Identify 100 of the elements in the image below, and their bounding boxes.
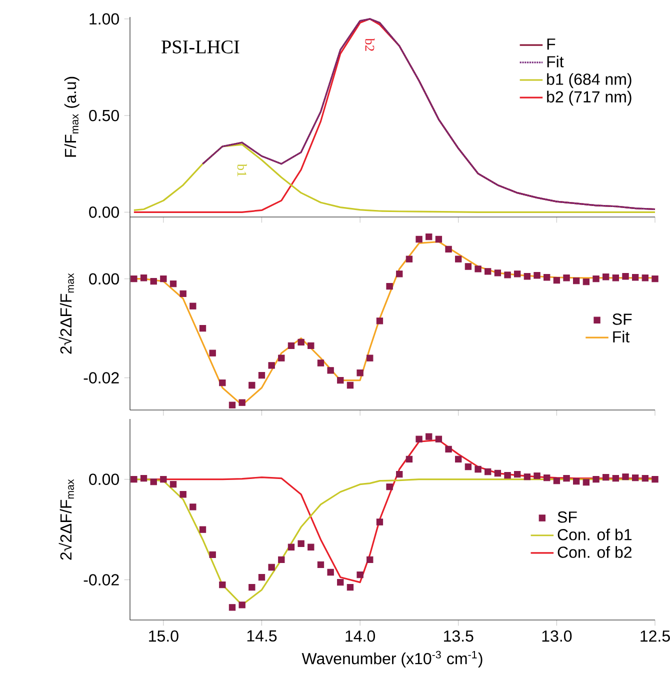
point: [416, 436, 422, 442]
point: [445, 446, 452, 452]
point: [426, 233, 432, 240]
point: [514, 270, 521, 278]
point: [190, 504, 196, 510]
point: [464, 263, 472, 270]
point: [140, 274, 148, 282]
y-tick-label: 1.00: [90, 13, 119, 25]
point: [632, 274, 639, 281]
point: [455, 256, 462, 262]
legend-label: F: [547, 38, 556, 50]
point: [160, 276, 167, 282]
point: [219, 581, 226, 588]
point: [622, 473, 629, 480]
point: [563, 474, 570, 482]
point: [346, 584, 354, 591]
point: [544, 274, 550, 281]
point: [553, 277, 560, 284]
point: [464, 463, 472, 470]
x-tick-label: 13.5: [444, 630, 474, 642]
point: [228, 604, 236, 611]
point: [308, 544, 314, 550]
point: [484, 468, 492, 476]
point: [180, 491, 186, 498]
point: [386, 484, 393, 490]
point: [632, 474, 639, 482]
annotation: b1: [237, 164, 247, 176]
point: [337, 578, 344, 586]
legend-label: SF: [558, 511, 577, 523]
legend-label: SF: [612, 314, 632, 325]
point: [524, 473, 531, 480]
y-tick-label: 0.00: [89, 273, 119, 285]
point: [288, 544, 295, 550]
point: [356, 370, 364, 376]
annotation: PSI-LHCI: [162, 40, 240, 54]
point: [602, 474, 610, 481]
point: [140, 474, 148, 482]
point: [337, 376, 344, 384]
point: [544, 474, 550, 482]
y-axis-title: 2√2ΔF/F$_{max}$: [58, 273, 74, 354]
x-tick-label: 14.0: [346, 630, 376, 642]
point: [238, 399, 246, 406]
point: [642, 274, 649, 282]
y-tick-label: 0.50: [89, 110, 119, 122]
point: [258, 372, 266, 379]
point: [612, 274, 620, 282]
y-tick-label: -0.02: [84, 372, 119, 384]
point: [376, 318, 384, 324]
point: [504, 472, 511, 479]
point: [534, 472, 540, 480]
point: [445, 246, 452, 252]
point: [130, 276, 138, 282]
point: [258, 574, 266, 581]
point: [582, 278, 590, 286]
point: [219, 379, 226, 386]
x-axis-title: Wavenumber (x10$^{-3}$ cm$^{-1}$): [302, 650, 482, 668]
point: [199, 325, 206, 332]
point: [327, 568, 334, 576]
legend-label: Con. of b2: [558, 546, 632, 558]
point: [504, 272, 511, 278]
point: [268, 362, 275, 369]
point: [612, 474, 620, 482]
point: [170, 280, 177, 288]
point: [592, 276, 600, 282]
point: [642, 474, 649, 482]
point: [190, 302, 196, 310]
point: [199, 526, 206, 533]
point: [248, 584, 256, 591]
y-axis-title: 2√2ΔF/F$_{max}$: [58, 479, 74, 560]
point: [396, 270, 403, 278]
point: [652, 276, 658, 282]
legend-label: Fit: [613, 330, 630, 342]
point: [582, 478, 590, 486]
point: [573, 277, 580, 284]
point: [317, 561, 324, 568]
point: [435, 236, 442, 243]
y-axis-title: F/F$_{max}$ (a.u): [64, 76, 80, 157]
point: [298, 540, 304, 547]
point: [248, 382, 256, 389]
point: [317, 360, 324, 366]
x-tick-label: 15.0: [149, 630, 178, 642]
point: [592, 476, 600, 483]
legend-label: b2 (717 nm): [547, 90, 632, 106]
point: [150, 278, 157, 285]
point: [180, 290, 186, 298]
annotation: b2: [365, 38, 375, 51]
point: [288, 342, 295, 349]
y-tick-label: -0.02: [84, 574, 119, 586]
point: [308, 342, 314, 349]
point: [376, 518, 384, 526]
legend-label: Con. of b1: [558, 528, 632, 540]
point: [426, 433, 432, 440]
point: [356, 571, 364, 578]
point: [573, 478, 580, 485]
point: [228, 402, 236, 408]
point: [563, 274, 570, 282]
point: [327, 367, 334, 374]
y-tick-label: 0.00: [89, 206, 119, 218]
point: [534, 272, 540, 279]
y-tick-label: 0.00: [89, 474, 119, 485]
